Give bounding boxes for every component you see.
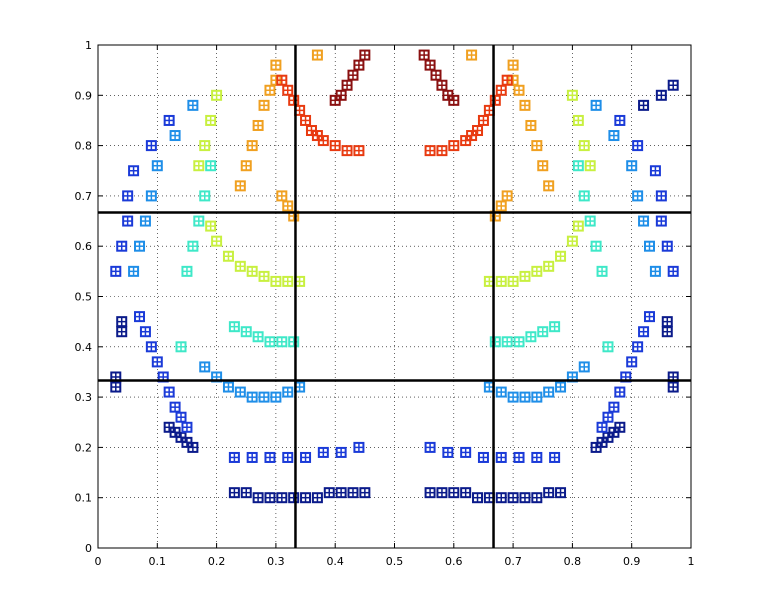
x-tick-label: 0.9 bbox=[623, 555, 641, 568]
reference-lines bbox=[98, 45, 691, 548]
x-tick-label: 0 bbox=[95, 555, 102, 568]
x-tick-label: 0.6 bbox=[445, 555, 463, 568]
y-tick-label: 0.2 bbox=[75, 441, 93, 454]
series-3 bbox=[175, 160, 614, 353]
series-5 bbox=[234, 49, 555, 222]
axis-ticks bbox=[97, 44, 692, 549]
y-tick-label: 0.1 bbox=[75, 492, 93, 505]
x-tick-label: 0.7 bbox=[504, 555, 522, 568]
y-tick-label: 0.7 bbox=[75, 190, 93, 203]
series-7 bbox=[329, 49, 460, 106]
y-tick-label: 0.3 bbox=[75, 391, 93, 404]
x-tick-label: 0.2 bbox=[208, 555, 226, 568]
y-tick-label: 0 bbox=[85, 542, 92, 555]
x-tick-label: 1 bbox=[688, 555, 695, 568]
data-points bbox=[110, 49, 679, 504]
y-tick-label: 0.6 bbox=[75, 240, 93, 253]
x-tick-label: 0.4 bbox=[326, 555, 344, 568]
y-axis-tick-labels: 0 0.1 0.2 0.3 0.4 0.5 0.6 0.7 0.8 0.9 1 bbox=[75, 39, 93, 555]
series-0 bbox=[110, 79, 679, 504]
grid bbox=[98, 45, 691, 548]
x-tick-label: 0.3 bbox=[267, 555, 285, 568]
x-axis-tick-labels: 0 0.1 0.2 0.3 0.4 0.5 0.6 0.7 0.8 0.9 1 bbox=[95, 555, 695, 568]
y-tick-label: 0.4 bbox=[75, 341, 93, 354]
x-tick-label: 0.8 bbox=[564, 555, 582, 568]
y-tick-label: 1 bbox=[85, 39, 92, 52]
x-tick-label: 0.5 bbox=[386, 555, 404, 568]
y-tick-label: 0.9 bbox=[75, 89, 93, 102]
series-6 bbox=[276, 74, 513, 157]
y-tick-label: 0.5 bbox=[75, 291, 93, 304]
series-4 bbox=[193, 89, 596, 287]
series-2 bbox=[128, 99, 661, 403]
y-tick-label: 0.8 bbox=[75, 140, 93, 153]
series-1 bbox=[110, 114, 679, 463]
x-tick-label: 0.1 bbox=[149, 555, 167, 568]
